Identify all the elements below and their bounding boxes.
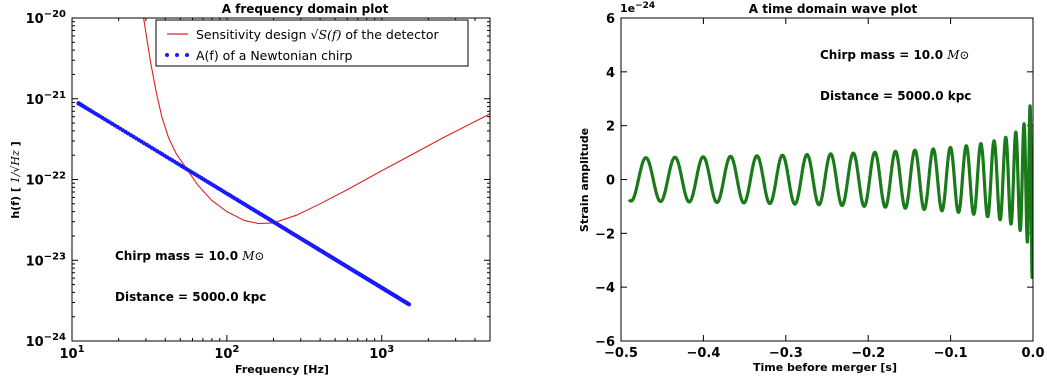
x-tick-label: 103: [369, 344, 394, 362]
x-tick-label: −0.5: [604, 346, 638, 361]
tick-labels: 101 102 103 10−24 10−23 10−22 10−21 10−20: [26, 9, 395, 362]
y-tick-label: 10−22: [26, 171, 66, 189]
tick-labels: −0.5 −0.4 −0.3 −0.2 −0.1 0.0 −6 −4 −2 0 2 4 6: [595, 12, 1044, 361]
y-tick-label: −6: [595, 335, 615, 350]
x-tick-label: −0.4: [686, 346, 720, 361]
x-tick-label: 102: [214, 344, 239, 362]
x-tick-label: −0.2: [851, 346, 885, 361]
legend-entry-sensitivity: Sensitivity design √S(f) of the detector: [196, 27, 440, 42]
y-tick-label: 2: [606, 120, 615, 135]
legend-box: [155, 19, 469, 67]
x-axis-label: Frequency [Hz]: [235, 363, 329, 376]
y-tick-label: −2: [595, 227, 615, 242]
x-tick-label: 101: [59, 344, 84, 362]
y-tick-label: 10−23: [26, 251, 66, 269]
series-strain-waveform: [627, 104, 1033, 279]
legend-entry-chirp: A(f) of a Newtonian chirp: [196, 48, 353, 63]
y-tick-label: 0: [606, 174, 615, 189]
legend-swatch-chirp-dot: [175, 53, 179, 57]
annotation-chirp-mass: Chirp mass = 10.0 M⊙: [820, 48, 970, 62]
y-tick-label: 10−24: [26, 332, 66, 350]
series-layer: [627, 104, 1033, 279]
y-tick-label: 10−21: [26, 90, 66, 108]
annotation-distance: Distance = 5000.0 kpc: [820, 89, 971, 103]
x-tick-label: 0.0: [1021, 346, 1044, 361]
x-axis-label: Time before merger [s]: [753, 361, 897, 374]
chart-title: A frequency domain plot: [222, 2, 389, 16]
y-axis-label: Strain amplitude: [578, 128, 591, 232]
time-domain-chart: A time domain wave plot 1e−24 −0.5 −0.4 −0…: [578, 1, 1045, 374]
y-offset-text: 1e−24: [620, 1, 655, 15]
y-tick-label: 10−20: [26, 9, 66, 27]
x-tick-label: −0.3: [769, 346, 803, 361]
series-layer: [76, 18, 490, 307]
legend: Sensitivity design √S(f) of the detector…: [155, 19, 469, 67]
y-tick-label: 6: [606, 12, 615, 27]
annotation-distance: Distance = 5000.0 kpc: [115, 290, 266, 304]
frequency-domain-chart: A frequency domain plot 101 102 10310−2410…: [9, 2, 491, 376]
y-axis-label: h(f) [ 1/√Hz ]: [9, 141, 22, 218]
x-tick-label: −0.1: [934, 346, 968, 361]
legend-swatch-chirp-dot: [165, 53, 169, 57]
legend-swatch-chirp-dot: [185, 53, 189, 57]
y-tick-label: −4: [595, 281, 615, 296]
y-tick-label: 4: [606, 66, 615, 81]
chart-title: A time domain wave plot: [749, 2, 918, 16]
chirp-point: [407, 302, 412, 307]
series-sensitivity-curve: [143, 18, 490, 225]
annotation-chirp-mass: Chirp mass = 10.0 M⊙: [115, 249, 265, 263]
plot-frame: [620, 17, 1034, 342]
plot-frame: [71, 17, 491, 342]
